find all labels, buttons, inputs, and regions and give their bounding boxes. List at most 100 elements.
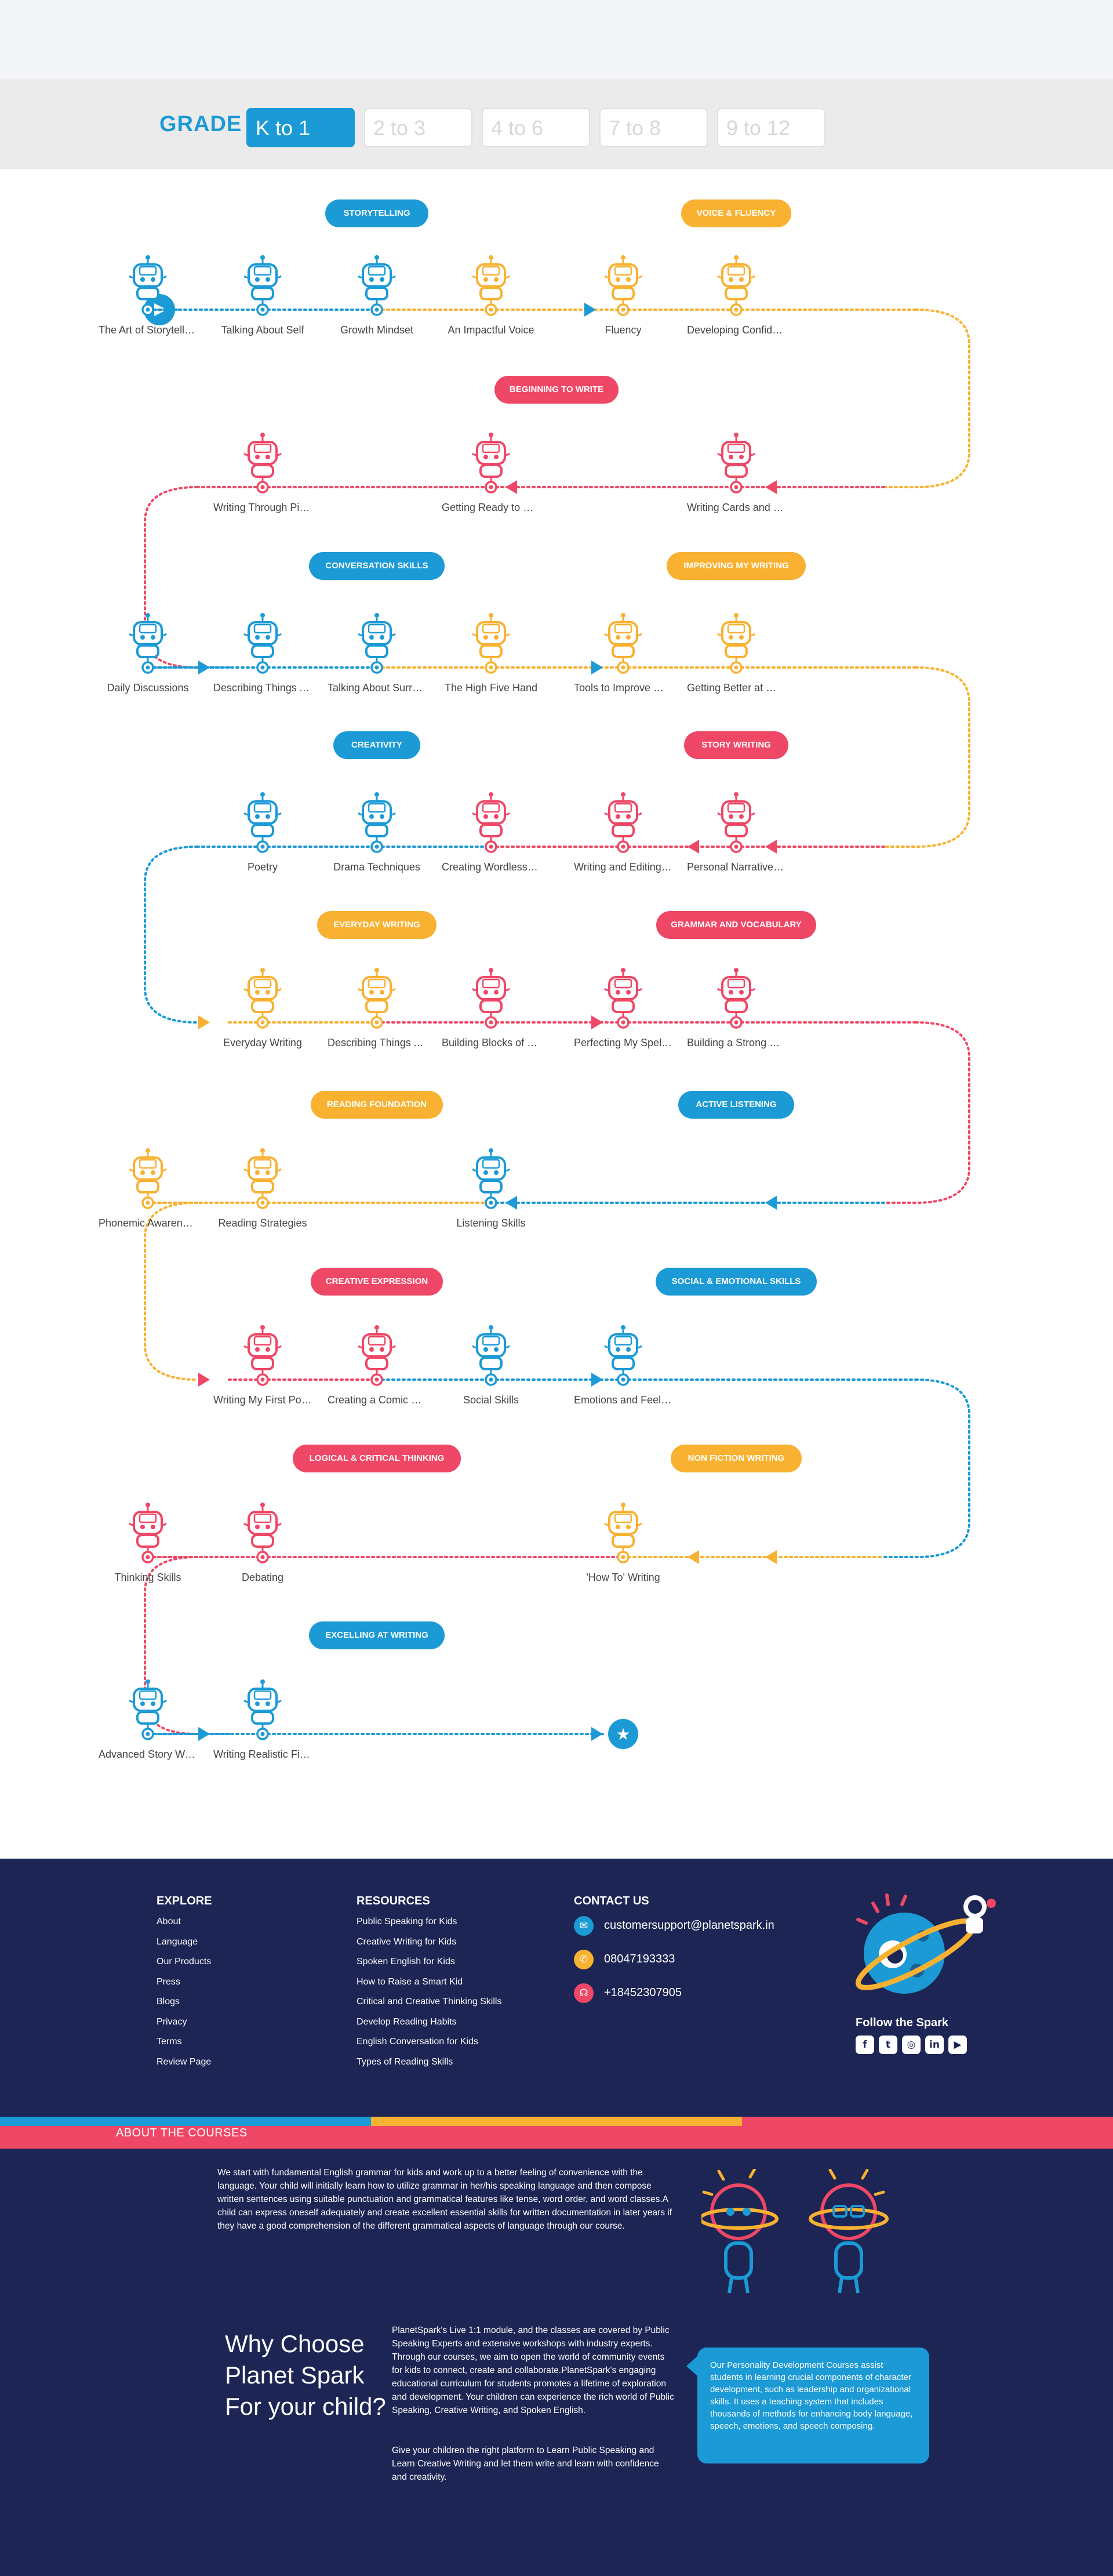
- lesson-label[interactable]: Describing Things Around Me: [328, 1037, 426, 1048]
- contact-phone[interactable]: 08047193333: [604, 1953, 675, 1965]
- grade-tab-0[interactable]: K to 1: [246, 108, 355, 147]
- lesson-label[interactable]: Getting Ready to Write: [442, 502, 540, 513]
- twitter-icon[interactable]: t: [879, 2036, 897, 2054]
- lesson-label[interactable]: Creating a Comic Book: [328, 1394, 426, 1406]
- lesson-node-icon[interactable]: [604, 1325, 642, 1386]
- explore-link[interactable]: Review Page: [157, 2056, 212, 2067]
- group-pill[interactable]: Story Writing: [684, 731, 788, 759]
- resources-link[interactable]: Creative Writing for Kids: [357, 1936, 457, 1947]
- contact-phone-2[interactable]: +18452307905: [604, 1986, 682, 1999]
- group-pill[interactable]: Improving My Writing: [667, 552, 806, 580]
- resources-link[interactable]: Spoken English for Kids: [357, 1957, 455, 1967]
- lesson-node-icon[interactable]: [243, 1503, 282, 1563]
- group-pill[interactable]: Social & Emotional Skills: [656, 1268, 817, 1296]
- linkedin-icon[interactable]: in: [925, 2036, 944, 2054]
- explore-link[interactable]: Press: [157, 1976, 180, 1987]
- lesson-label[interactable]: An Impactful Voice: [448, 324, 534, 336]
- lesson-label[interactable]: Thinking Skills: [114, 1572, 181, 1583]
- lesson-node-icon[interactable]: [472, 1325, 510, 1386]
- grade-tab-2[interactable]: 4 to 6: [482, 108, 590, 147]
- lesson-label[interactable]: Drama Techniques: [333, 861, 420, 873]
- group-pill[interactable]: Conversation Skills: [309, 552, 445, 580]
- lesson-node-icon[interactable]: [129, 613, 167, 674]
- explore-link[interactable]: Privacy: [157, 2016, 187, 2027]
- resources-link[interactable]: Public Speaking for Kids: [357, 1917, 457, 1926]
- lesson-node-icon[interactable]: [243, 968, 282, 1029]
- grade-tab-4[interactable]: 9 to 12: [717, 108, 825, 147]
- lesson-node-icon[interactable]: [604, 1503, 642, 1563]
- lesson-node-icon[interactable]: [717, 968, 755, 1029]
- facebook-icon[interactable]: f: [856, 2036, 874, 2054]
- grade-tab-1[interactable]: 2 to 3: [364, 108, 472, 147]
- lesson-label[interactable]: Listening Skills: [456, 1217, 526, 1229]
- resources-link[interactable]: Types of Reading Skills: [357, 2056, 453, 2067]
- lesson-node-icon[interactable]: [717, 792, 755, 853]
- lesson-label[interactable]: Writing Cards and Letters: [687, 502, 785, 513]
- lesson-label[interactable]: Talking About Self: [221, 324, 304, 336]
- group-pill[interactable]: Reading Foundation: [311, 1091, 443, 1119]
- group-pill[interactable]: Excelling at Writing: [309, 1621, 445, 1649]
- lesson-node-icon[interactable]: [358, 1325, 396, 1386]
- group-pill[interactable]: Logical & Critical Thinking: [293, 1445, 461, 1472]
- lesson-label[interactable]: Perfecting My Spellings: [574, 1037, 672, 1048]
- explore-link[interactable]: Our Products: [157, 1957, 212, 1967]
- lesson-label[interactable]: Debating: [241, 1572, 284, 1583]
- group-pill[interactable]: Beginning to Write: [494, 376, 619, 404]
- lesson-node-icon[interactable]: [129, 255, 167, 316]
- explore-link[interactable]: Terms: [157, 2037, 182, 2047]
- explore-link[interactable]: About: [157, 1917, 181, 1926]
- lesson-label[interactable]: Advanced Story Writing: [99, 1748, 197, 1760]
- lesson-node-icon[interactable]: [243, 613, 282, 674]
- lesson-label[interactable]: Reading Strategies: [218, 1217, 307, 1229]
- lesson-label[interactable]: Creating Wordless Stories: [442, 861, 540, 873]
- lesson-label[interactable]: Building a Strong Vocabulary: [687, 1037, 785, 1048]
- lesson-node-icon[interactable]: [243, 792, 282, 853]
- instagram-icon[interactable]: ◎: [902, 2036, 921, 2054]
- lesson-node-icon[interactable]: [604, 613, 642, 674]
- lesson-node-icon[interactable]: [358, 255, 396, 316]
- group-pill[interactable]: Creative Expression: [311, 1268, 443, 1296]
- lesson-label[interactable]: Growth Mindset: [340, 324, 414, 336]
- lesson-label[interactable]: Poetry: [247, 861, 278, 873]
- lesson-label[interactable]: Tools to Improve My Writing: [574, 682, 672, 694]
- resources-link[interactable]: Develop Reading Habits: [357, 2016, 457, 2027]
- lesson-node-icon[interactable]: [604, 968, 642, 1029]
- group-pill[interactable]: Grammar and Vocabulary: [656, 911, 816, 939]
- lesson-node-icon[interactable]: [472, 792, 510, 853]
- group-pill[interactable]: Creativity: [333, 731, 420, 759]
- lesson-node-icon[interactable]: [243, 255, 282, 316]
- lesson-node-icon[interactable]: [129, 1679, 167, 1740]
- resources-link[interactable]: How to Raise a Smart Kid: [357, 1976, 463, 1987]
- lesson-label[interactable]: Social Skills: [463, 1394, 519, 1406]
- lesson-label[interactable]: Developing Confidence: [687, 324, 785, 336]
- lesson-label[interactable]: Personal Narrative Writing: [687, 861, 785, 873]
- lesson-node-icon[interactable]: [717, 433, 755, 494]
- lesson-label[interactable]: 'How To' Writing: [586, 1572, 660, 1583]
- lesson-node-icon[interactable]: [717, 613, 755, 674]
- lesson-label[interactable]: Talking About Surroundings: [328, 682, 426, 694]
- lesson-label[interactable]: The High Five Hand: [444, 682, 538, 694]
- lesson-label[interactable]: Getting Better at Writing: [687, 682, 785, 694]
- lesson-node-icon[interactable]: [243, 1679, 282, 1740]
- lesson-label[interactable]: Writing and Editing Stories: [574, 861, 672, 873]
- resources-link[interactable]: English Conversation for Kids: [357, 2037, 478, 2047]
- lesson-label[interactable]: Fluency: [605, 324, 642, 336]
- group-pill[interactable]: Storytelling: [325, 199, 428, 227]
- contact-email[interactable]: customersupport@planetspark.in: [604, 1919, 774, 1932]
- lesson-label[interactable]: Writing Realistic Fiction: [213, 1748, 312, 1760]
- lesson-label[interactable]: The Art of Storytelling: [99, 324, 197, 336]
- group-pill[interactable]: Non Fiction Writing: [671, 1445, 802, 1472]
- finish-star-icon[interactable]: [608, 1719, 638, 1749]
- group-pill[interactable]: Voice & Fluency: [681, 199, 791, 227]
- lesson-node-icon[interactable]: [243, 433, 282, 494]
- lesson-node-icon[interactable]: [604, 255, 642, 316]
- lesson-node-icon[interactable]: [358, 792, 396, 853]
- resources-link[interactable]: Critical and Creative Thinking Skills: [357, 1997, 502, 2007]
- youtube-icon[interactable]: ▶: [948, 2036, 967, 2054]
- lesson-node-icon[interactable]: [358, 968, 396, 1029]
- lesson-node-icon[interactable]: [472, 1148, 510, 1209]
- lesson-node-icon[interactable]: [472, 613, 510, 674]
- group-pill[interactable]: Everyday Writing: [317, 911, 437, 939]
- lesson-label[interactable]: Emotions and Feelings: [574, 1394, 672, 1406]
- group-pill[interactable]: Active Listening: [678, 1091, 794, 1119]
